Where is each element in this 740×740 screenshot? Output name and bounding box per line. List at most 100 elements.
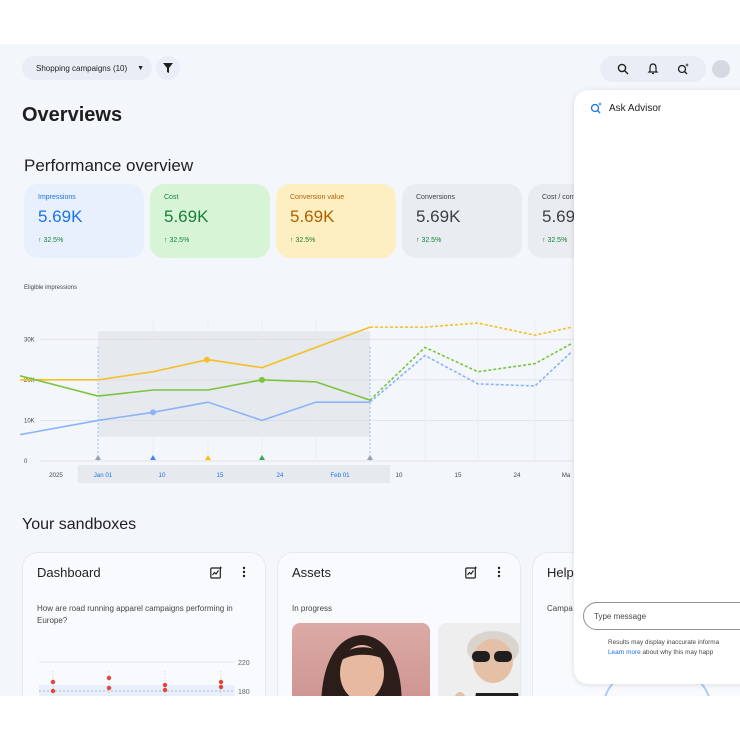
impressions-line-chart[interactable]: 0 10K 20K 30K 2025 Jan 01 10 15 24 Feb 01 10 15 24 Ma	[0, 299, 580, 484]
top-actions-pill	[600, 56, 706, 82]
chart-x-tick: 24	[514, 472, 521, 479]
mini-chart-point	[50, 688, 56, 694]
mini-chart-tick: 220	[238, 660, 250, 667]
chart-annotation-marker	[367, 455, 373, 460]
sandbox-card-dashboard[interactable]: Dashboard How are road running apparel c…	[22, 552, 266, 696]
chart-series-forecast-line	[369, 342, 573, 401]
chart-x-tick: 15	[455, 472, 462, 479]
chart-x-tick: 15	[217, 472, 224, 479]
chart-series-line	[19, 375, 371, 401]
chart-x-tick: 24	[277, 472, 284, 479]
advisor-disclaimer: Results may display inaccurate informa L…	[608, 638, 740, 658]
metric-card-impressions[interactable]: Impressions 5.69K ↑ 32.5%	[24, 184, 144, 258]
performance-overview-title: Performance overview	[24, 156, 194, 175]
metric-card-cost[interactable]: Cost 5.69K ↑ 32.5%	[150, 184, 270, 258]
mini-chart-point	[106, 685, 112, 691]
campaign-filter-dropdown[interactable]: Shopping campaigns (10) ▼	[22, 56, 153, 80]
metric-label: Cost	[164, 194, 179, 201]
chart-annotation-marker	[150, 455, 156, 460]
mini-chart: 220 180	[39, 660, 250, 696]
chart-annotation-marker	[95, 455, 101, 460]
metric-value: 5.69K	[38, 207, 83, 226]
top-actions	[600, 56, 730, 82]
portrait-illustration	[321, 635, 402, 696]
chart-x-tick: 10	[159, 472, 166, 479]
advisor-title: Ask Advisor	[609, 102, 662, 114]
chart-y-tick: 20K	[24, 378, 35, 384]
sandbox-question: How are road running apparel campaigns p…	[37, 604, 233, 625]
more-options-button[interactable]	[237, 565, 251, 579]
ask-advisor-button[interactable]	[668, 56, 698, 82]
metric-value: 5.69K	[416, 207, 461, 226]
insights-icon	[464, 565, 477, 579]
advisor-header: Ask Advisor	[590, 102, 661, 114]
filter-button[interactable]	[156, 56, 181, 80]
sandbox-text: Campa	[547, 604, 573, 613]
chart-x-tick: 2025	[49, 472, 63, 479]
disclaimer-line-2: about why this may happ	[640, 649, 714, 656]
more-vert-icon	[497, 566, 501, 578]
sparkle-search-icon	[677, 63, 689, 75]
chart-x-tick: Feb 01	[330, 472, 350, 479]
search-button[interactable]	[608, 56, 638, 82]
avatar[interactable]	[712, 60, 730, 78]
chart-data-point	[259, 376, 265, 383]
insights-button[interactable]	[464, 565, 478, 579]
more-vert-icon	[242, 566, 246, 578]
metric-label: Impressions	[38, 194, 76, 201]
notifications-button[interactable]	[638, 56, 668, 82]
insights-icon	[209, 565, 222, 579]
chart-data-point	[204, 356, 210, 363]
chart-series-line	[19, 401, 370, 436]
disclaimer-line-1: Results may display inaccurate informa	[608, 639, 720, 646]
chart-annotation-marker	[205, 455, 211, 460]
chart-series-forecast-line	[370, 322, 573, 337]
asset-image-sunglasses[interactable]	[438, 623, 520, 696]
mini-chart-point	[218, 679, 224, 685]
metric-card-conversions[interactable]: Conversions 5.69K ↑ 32.5%	[402, 184, 522, 258]
sandbox-status: In progress	[292, 604, 333, 613]
mini-chart-point	[162, 687, 168, 693]
metric-value: 5.69	[542, 207, 576, 226]
filter-icon	[163, 63, 174, 73]
mini-chart-band	[39, 685, 235, 696]
filter-toolbar: Shopping campaigns (10) ▼	[22, 56, 181, 80]
metric-delta: ↑ 32.5%	[290, 237, 316, 244]
chart-x-tick: Ma	[562, 472, 571, 479]
mini-chart-point	[218, 684, 224, 690]
mini-chart-point	[50, 679, 56, 685]
caret-down-icon: ▼	[137, 64, 145, 72]
chart-y-tick: 30K	[24, 337, 35, 343]
learn-more-link[interactable]: Learn more	[608, 649, 641, 656]
sunglasses-portrait-illustration	[455, 631, 519, 696]
metric-value: 5.69K	[164, 207, 209, 226]
message-placeholder: Type message	[594, 611, 647, 621]
metric-label: Conversions	[416, 194, 455, 201]
sandbox-card-assets[interactable]: Assets In progress	[277, 552, 521, 696]
chart-annotation-marker	[259, 455, 265, 460]
metric-delta: ↑ 32.5%	[542, 237, 568, 244]
insights-button[interactable]	[209, 565, 223, 579]
chart-y-tick: 10K	[24, 418, 35, 424]
campaign-filter-label: Shopping campaigns (10)	[36, 63, 128, 73]
search-icon	[617, 63, 629, 75]
mini-chart-tick: 180	[238, 689, 250, 696]
chart-x-tick: Jan 01	[94, 472, 113, 479]
asset-image-portrait[interactable]	[292, 623, 430, 696]
ask-advisor-panel: Ask Advisor Type message Results may dis…	[574, 90, 740, 684]
page-title: Overviews	[22, 104, 123, 126]
metric-delta: ↑ 32.5%	[416, 237, 442, 244]
chart-x-range-highlight	[78, 465, 390, 483]
chart-x-tick: 10	[396, 472, 403, 479]
metric-delta: ↑ 32.5%	[38, 237, 64, 244]
metric-card-conversion-value[interactable]: Conversion value 5.69K ↑ 32.5%	[276, 184, 396, 258]
message-input[interactable]: Type message	[583, 602, 740, 630]
chart-y-label: Eligible impressions	[24, 285, 78, 291]
metric-label: Cost / conv.	[542, 194, 579, 201]
sandbox-title: Dashboard	[37, 565, 101, 580]
chart-series-forecast-line	[369, 350, 573, 403]
metric-value: 5.69K	[290, 207, 335, 226]
more-options-button[interactable]	[492, 565, 506, 579]
sparkle-search-icon	[590, 102, 602, 114]
sandboxes-title: Your sandboxes	[22, 516, 137, 533]
